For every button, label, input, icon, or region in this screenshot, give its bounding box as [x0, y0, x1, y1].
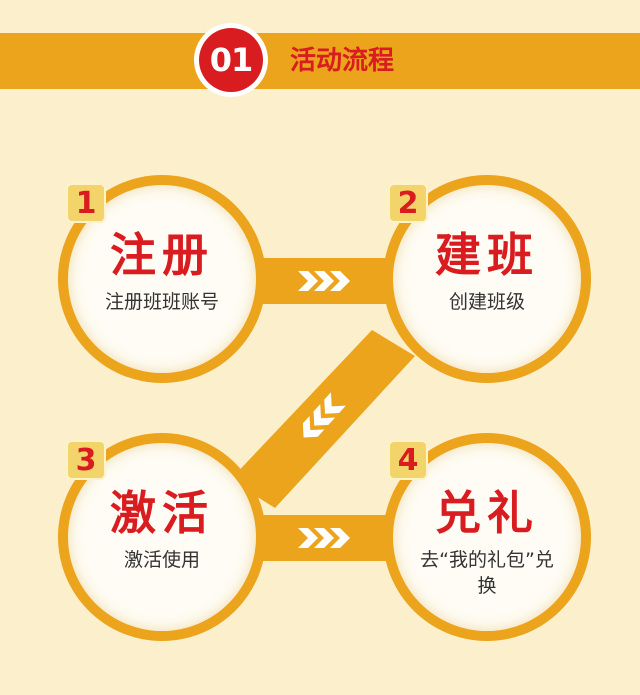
step-description: 激活使用 — [123, 549, 200, 571]
chevrons-right-icon — [298, 271, 350, 291]
step-description: 创建班级 — [448, 291, 525, 313]
chevrons-down-left-icon — [302, 392, 346, 438]
step-register: 注册 注册班班账号 — [58, 175, 266, 383]
step-number-badge: 2 — [388, 183, 428, 223]
section-number: 01 — [199, 28, 263, 92]
step-number-badge: 1 — [66, 183, 106, 223]
step-number-badge: 4 — [388, 440, 428, 480]
section-number-badge: 01 — [194, 23, 268, 97]
chevrons-right-icon — [298, 528, 350, 548]
step-title: 兑礼 — [435, 486, 539, 540]
section-title: 活动流程 — [290, 46, 395, 76]
step-title: 激活 — [110, 486, 214, 540]
step-description: 去“我的礼包”兑换 — [420, 549, 554, 597]
step-title: 注册 — [110, 228, 214, 282]
step-title: 建班 — [435, 228, 539, 282]
step-number-badge: 3 — [66, 440, 106, 480]
step-description: 注册班班账号 — [104, 291, 219, 313]
header-band — [0, 33, 640, 89]
